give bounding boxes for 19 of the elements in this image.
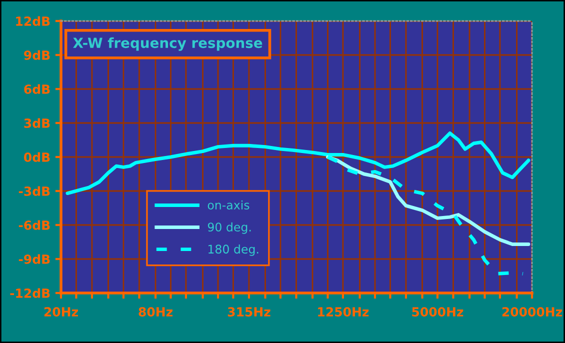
y-tick-label: 6dB — [24, 84, 50, 94]
x-tick-label: 80Hz — [138, 307, 172, 317]
legend-label: 180 deg. — [208, 244, 258, 256]
y-tick-label: -6dB — [18, 220, 50, 230]
y-tick-label: 12dB — [16, 16, 50, 26]
y-tick-label: -3dB — [18, 186, 50, 196]
text: X-W frequency response — [73, 37, 262, 51]
x-tick-label: 20000Hz — [502, 307, 562, 317]
y-tick-label: -9dB — [18, 254, 50, 264]
x-tick-label: 20Hz — [44, 307, 78, 317]
y-tick-label: 9dB — [24, 50, 50, 60]
x-tick-label: 5000Hz — [412, 307, 464, 317]
x-tick-label: 315Hz — [228, 307, 270, 317]
y-tick-label: 0dB — [24, 152, 50, 162]
y-tick-label: -12dB — [10, 288, 50, 298]
legend-label: 90 deg. — [208, 222, 251, 234]
y-tick-label: 3dB — [24, 118, 50, 128]
x-tick-label: 1250Hz — [318, 307, 369, 317]
legend-label: on-axis — [208, 200, 250, 210]
